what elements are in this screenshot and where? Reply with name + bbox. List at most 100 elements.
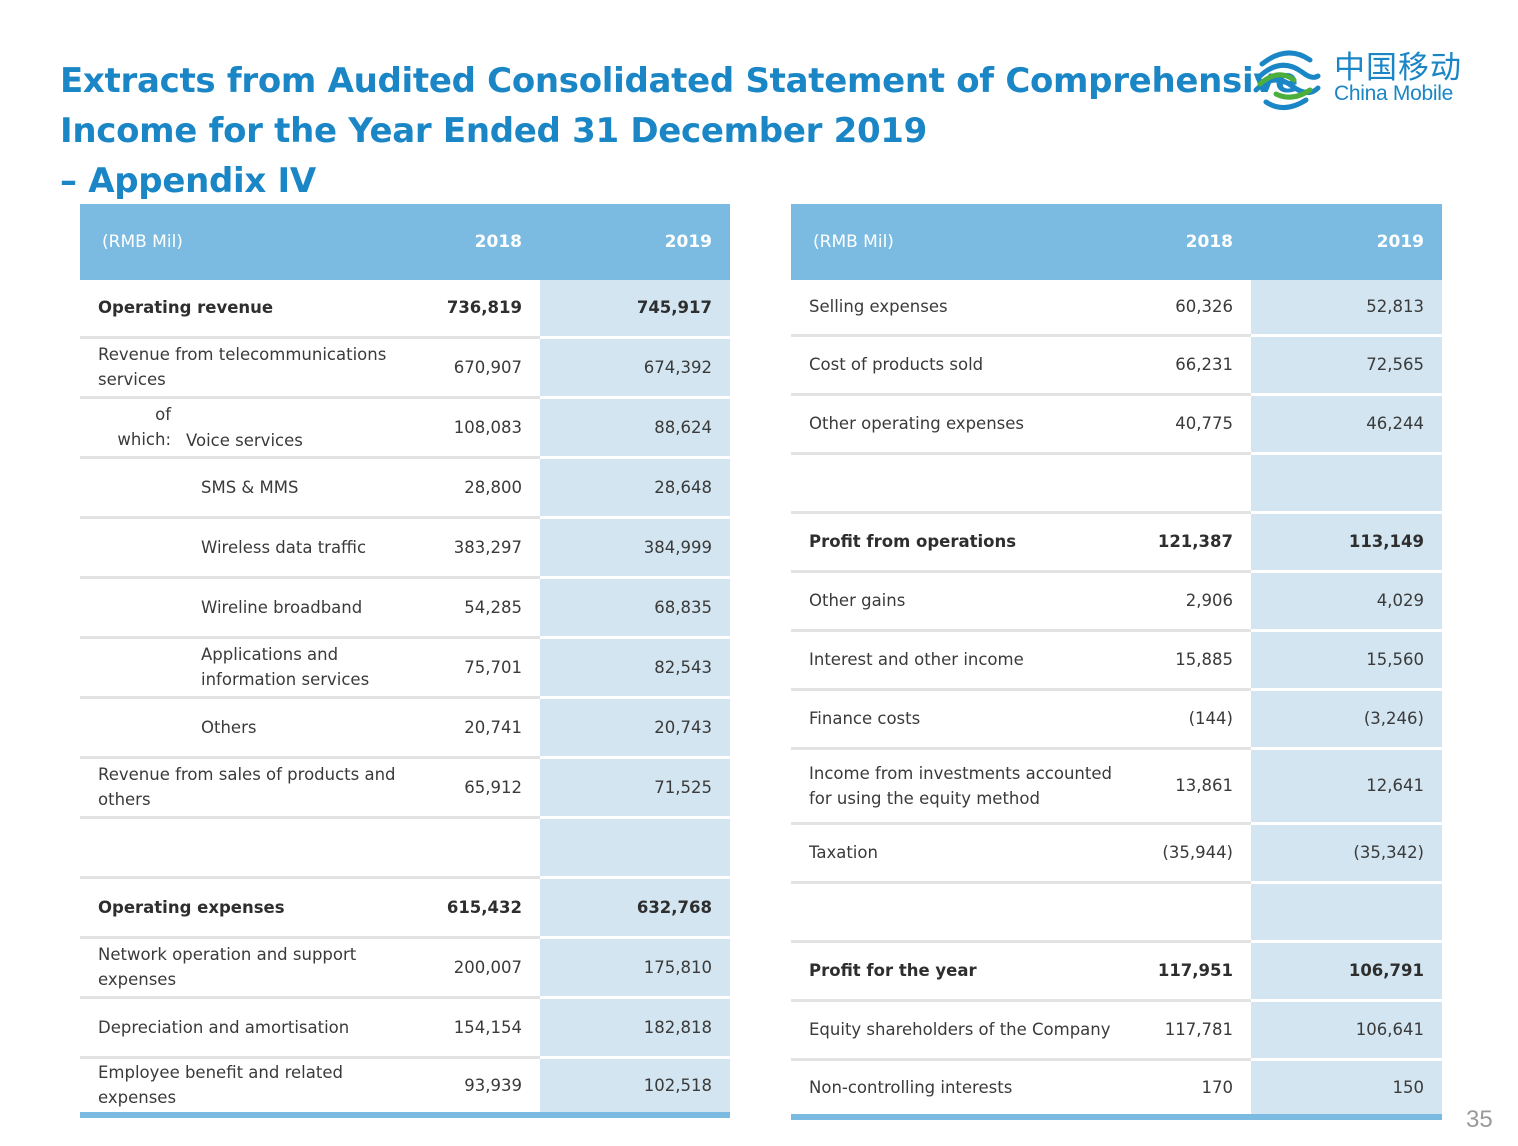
row-label: Interest and other income [791, 628, 1131, 689]
row-label: Income from investments accounted for us… [791, 746, 1131, 823]
value-2018: 13,861 [1131, 746, 1251, 823]
row-label: Voice services [186, 430, 303, 450]
table-row: Other operating expenses 40,775 46,244 [791, 392, 1442, 453]
table-row: Wireline broadband 54,285 68,835 [80, 575, 730, 637]
value-2018: 93,939 [420, 1055, 540, 1115]
title-line-3: – Appendix IV [60, 161, 316, 201]
value-2019: 46,244 [1251, 392, 1442, 453]
row-label: Applications and information services [201, 645, 370, 689]
row-label [791, 880, 1131, 941]
row-label: Taxation [791, 821, 1131, 882]
row-label: Revenue from telecommunications services [80, 335, 420, 397]
value-2018: 108,083 [420, 395, 540, 457]
table-row: Wireless data traffic 383,297 384,999 [80, 515, 730, 577]
value-2018: 736,819 [446, 298, 522, 318]
value-2018: 15,885 [1131, 628, 1251, 689]
value-2019: 102,518 [540, 1055, 730, 1115]
value-2018: (35,944) [1131, 821, 1251, 882]
value-2018: 154,154 [420, 995, 540, 1057]
header-year-2019: 2019 [1251, 204, 1442, 280]
table-row: SMS & MMS 28,800 28,648 [80, 455, 730, 517]
value-2019: 20,743 [540, 695, 730, 757]
value-2019: (3,246) [1251, 687, 1442, 748]
table-header-row: (RMB Mil) 2018 2019 [791, 204, 1442, 280]
row-label: SMS & MMS [201, 478, 299, 497]
row-label-cell: Others [80, 695, 420, 757]
table-row: Depreciation and amortisation 154,154 18… [80, 995, 730, 1057]
value-2018: 28,800 [420, 455, 540, 517]
table-row: Equity shareholders of the Company 117,7… [791, 998, 1442, 1059]
row-label: Selling expenses [809, 297, 948, 317]
table-row-spacer [80, 815, 730, 877]
row-prefix: of which: [117, 404, 171, 449]
row-label: Operating revenue [98, 298, 274, 318]
row-label [80, 815, 420, 877]
table-row: Profit from operations 121,387 113,149 [791, 510, 1442, 571]
value-2018: 170 [1131, 1057, 1251, 1117]
row-label-cell: of which: Voice services [80, 395, 420, 457]
row-label: Employee benefit and related expenses [80, 1055, 420, 1115]
value-2018: 670,907 [420, 335, 540, 397]
header-year-2019: 2019 [540, 204, 730, 280]
value-2018 [420, 815, 540, 877]
row-label-cell: Wireless data traffic [80, 515, 420, 577]
value-2018: 60,326 [1175, 297, 1233, 317]
value-2019: 15,560 [1251, 628, 1442, 689]
value-2018: 383,297 [420, 515, 540, 577]
row-label: Operating expenses [80, 875, 420, 937]
value-2019: 28,648 [540, 455, 730, 517]
value-2019: 384,999 [540, 515, 730, 577]
table-row: Taxation (35,944) (35,342) [791, 821, 1442, 882]
value-2019: 52,813 [1251, 280, 1442, 335]
title-line-1: Extracts from Audited Consolidated State… [60, 61, 1298, 101]
right-financial-table: (RMB Mil) 2018 2019 Selling expenses 60,… [791, 204, 1442, 1120]
value-2019: 106,641 [1251, 998, 1442, 1059]
value-2019 [1251, 451, 1442, 512]
value-2019: 150 [1251, 1057, 1442, 1117]
value-2019: 88,624 [540, 395, 730, 457]
value-2019 [1251, 880, 1442, 941]
row-label: Finance costs [791, 687, 1131, 748]
row-label: Other operating expenses [791, 392, 1131, 453]
value-2018: 20,741 [420, 695, 540, 757]
row-label: Cost of products sold [791, 333, 1131, 394]
row-label-cell: SMS & MMS [80, 455, 420, 517]
value-2018: 75,701 [420, 635, 540, 697]
row-label: Profit from operations [791, 510, 1131, 571]
value-2019: 674,392 [540, 335, 730, 397]
row-label-cell: Applications and information services [80, 635, 420, 697]
value-2019: 72,565 [1251, 333, 1442, 394]
value-2019: 632,768 [540, 875, 730, 937]
table-header-row: (RMB Mil) 2018 2019 [80, 204, 730, 280]
table-row: Applications and information services 75… [80, 635, 730, 697]
value-2019: 4,029 [1251, 569, 1442, 630]
value-2018: 117,781 [1131, 998, 1251, 1059]
table-row: Revenue from sales of products and other… [80, 755, 730, 817]
logo-english-text: China Mobile [1334, 82, 1453, 105]
table-row: Network operation and support expenses 2… [80, 935, 730, 997]
row-label-cell: Wireline broadband [80, 575, 420, 637]
value-2018: 615,432 [420, 875, 540, 937]
row-label: Wireline broadband [201, 598, 363, 617]
value-2019: 106,791 [1251, 939, 1442, 1000]
china-mobile-logo-icon [1253, 50, 1321, 110]
table-row: Finance costs (144) (3,246) [791, 687, 1442, 748]
table-row: of which: Voice services 108,083 88,624 [80, 395, 730, 457]
table-row: Other gains 2,906 4,029 [791, 569, 1442, 630]
row-label: Network operation and support expenses [80, 935, 420, 997]
table-row: Employee benefit and related expenses 93… [80, 1055, 730, 1115]
value-2019: 71,525 [540, 755, 730, 817]
row-label: Equity shareholders of the Company [791, 998, 1131, 1059]
table-row: Selling expenses 60,326 52,813 [791, 280, 1442, 335]
row-label: Others [201, 718, 257, 737]
table-row: Others 20,741 20,743 [80, 695, 730, 757]
value-2018: (144) [1131, 687, 1251, 748]
table-row: Profit for the year 117,951 106,791 [791, 939, 1442, 1000]
value-2018: 200,007 [420, 935, 540, 997]
value-2018: 121,387 [1131, 510, 1251, 571]
table-row: Cost of products sold 66,231 72,565 [791, 333, 1442, 394]
page-title: Extracts from Audited Consolidated State… [60, 56, 1298, 206]
value-2019: 12,641 [1251, 746, 1442, 823]
row-label: Non-controlling interests [791, 1057, 1131, 1117]
value-2019: 182,818 [540, 995, 730, 1057]
